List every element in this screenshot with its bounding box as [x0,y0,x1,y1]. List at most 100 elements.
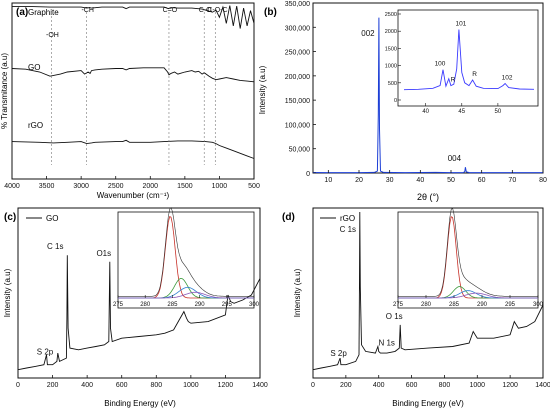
panel-d-xtick-label-0: 0 [311,382,315,389]
xps-inset-xtick-label-3-275: 275 [393,302,404,308]
panel-d-inset-frame [397,211,539,309]
ftir-line-graphite [12,5,255,29]
xps-inset-component-3-3 [398,292,538,299]
xps-inset-xtick-label-3-295: 295 [505,302,516,308]
xrd-inset-peak-label-2: 101 [455,20,466,27]
panel-c-xtick-label-1200: 1200 [218,382,234,389]
panel-b-inset-frame [397,9,539,107]
panel-b-xlabel: 2θ (°) [417,192,439,202]
xps-peak-label-2-0: C 1s [47,242,63,251]
panel-a-xtick-label-1000: 1000 [212,183,228,190]
panel-d-xtick-label-400: 400 [373,382,385,389]
panel-c-inset-frame [117,211,255,309]
panel-c-xtick-label-800: 800 [150,382,162,389]
panel-c-xtick-label-1000: 1000 [183,382,199,389]
xps-inset-xtick-label-3-285: 285 [449,302,460,308]
series-label-rgo: rGO [28,121,43,130]
panel-a-xtick-label-4000: 4000 [4,183,20,190]
xrd-inset-ytick-label-1000: 1000 [385,64,397,70]
panel-b-xtick-label-80: 80 [539,177,547,184]
panel-d-xtick-label-1000: 1000 [469,382,485,389]
panel-a-marks: -OH -CH C=O C-O-C-O-C 4000 3500 3000 2500 2000 15… [4,5,260,190]
panel-b-xtick-label-20: 20 [355,177,363,184]
panel-d-xps-rgo: (d) Binding Energy (eV) Intensity (a.u) … [282,207,550,408]
panel-a-frame [11,2,255,180]
panel-a-ylabel: % Transmitance (a.u) [0,53,9,129]
panel-d-frame [312,207,544,379]
panel-a-label: (a) [16,7,28,18]
xps-peak-label-2-1: O1s [96,249,111,258]
ftir-band-label-1: -CH [81,7,93,14]
panel-d-ylabel: Intensity (a.u) [293,268,302,317]
xps-inset-xtick-label-2-275: 275 [113,302,124,308]
xps-peak-label-3-1: O 1s [386,312,403,321]
xrd-inset-ytick-label-0: 0 [394,98,397,104]
xps-inset-envelope-3 [398,207,538,297]
xps-line-rgo [312,211,544,371]
panel-b-xrd: (b) 2θ (°) Intensity (a.u) 0 50,000 100,00… [258,1,547,202]
panel-c-frame [17,207,261,379]
xrd-inset-peak-label-1: R [451,77,456,84]
panel-c-xps-go: (c) Binding Energy (eV) Intensity (a.u) … [3,206,268,408]
panel-b-ytick-label-0: 0 [306,171,310,178]
xps-inset-xtick-label-3-300: 300 [533,302,544,308]
xrd-inset-peak-label-3: R [472,71,477,78]
xrd-inset-xtick-label-40: 40 [422,109,429,115]
xps-inset-xtick-label-2-300: 300 [249,302,260,308]
series-label-graphite: Graphite [28,8,59,17]
xrd-inset-peak-label-0: 100 [435,61,446,68]
xps-peak-label-3-2: N 1s [378,338,394,347]
panel-b-ylabel: Intensity (a.u) [258,65,267,114]
legend-text-rgo: rGO [340,214,355,223]
xps-inset-xtick-label-3-280: 280 [421,302,432,308]
series-label-go: GO [28,63,40,72]
panel-a-xtick-label-1500: 1500 [177,183,193,190]
panel-b-ytick-label-250000: 250,000 [285,50,310,57]
xps-inset-xtick-label-2-290: 290 [195,302,206,308]
panel-c-xtick-label-0: 0 [16,382,20,389]
panel-a-xtick-label-2000: 2000 [142,183,158,190]
panel-c-xlabel: Binding Energy (eV) [104,399,176,408]
panel-b-ytick-label-200000: 200,000 [285,74,310,81]
panel-d-label: (d) [282,212,295,223]
xrd-inset-peak-label-4: 102 [502,74,513,81]
xps-peak-label-3-3: S 2p [330,349,347,358]
xrd-peak-label-0: 002 [361,29,375,38]
panel-c-xtick-label-1400: 1400 [252,382,268,389]
ftir-band-label-0: -OH [46,32,59,39]
panel-b-xtick-label-30: 30 [386,177,394,184]
panel-b-marks: 0 50,000 100,000 150,000 200,000 250,000 300,0… [285,1,547,184]
xps-inset-envelope-2 [118,206,254,297]
panel-b-ytick-label-300000: 300,000 [285,25,310,32]
xps-line-go [17,255,261,371]
panel-d-xtick-label-800: 800 [439,382,451,389]
panel-c-xtick-label-400: 400 [81,382,93,389]
xrd-line [312,17,543,174]
panel-d-xtick-label-600: 600 [406,382,418,389]
xrd-inset-line [403,29,535,91]
xrd-inset-ytick-label-2500: 2500 [385,12,397,18]
xps-inset-xtick-label-2-295: 295 [222,302,233,308]
ftir-band-label-2: C=O [163,7,178,14]
panel-b-ytick-label-100000: 100,000 [285,122,310,129]
panel-b-xtick-label-60: 60 [478,177,486,184]
xrd-inset-ytick-label-2000: 2000 [385,29,397,35]
xps-inset-xtick-label-2-285: 285 [167,302,178,308]
xps-inset-component-2-3 [118,291,254,299]
panel-c-marks: 0 200 400 600 800 1000 1200 1400 C 1s O1s S 2p 275 2… [16,206,268,389]
ftir-line-go [11,67,255,83]
panel-b-ytick-label-50000: 50,000 [289,147,311,154]
xps-inset-xtick-label-3-290: 290 [477,302,488,308]
panel-c-label: (c) [4,212,16,223]
panel-d-xtick-label-1400: 1400 [535,382,550,389]
panel-c-ylabel: Intensity (a.u) [3,268,12,317]
panel-d-xtick-label-1200: 1200 [502,382,518,389]
panel-d-xtick-label-200: 200 [340,382,352,389]
panel-b-xtick-label-40: 40 [416,177,424,184]
panel-a-xtick-label-3000: 3000 [73,183,89,190]
panel-c-xtick-label-200: 200 [47,382,59,389]
panel-c-xtick-label-600: 600 [116,382,128,389]
xrd-peak-label-1: 004 [448,154,462,163]
